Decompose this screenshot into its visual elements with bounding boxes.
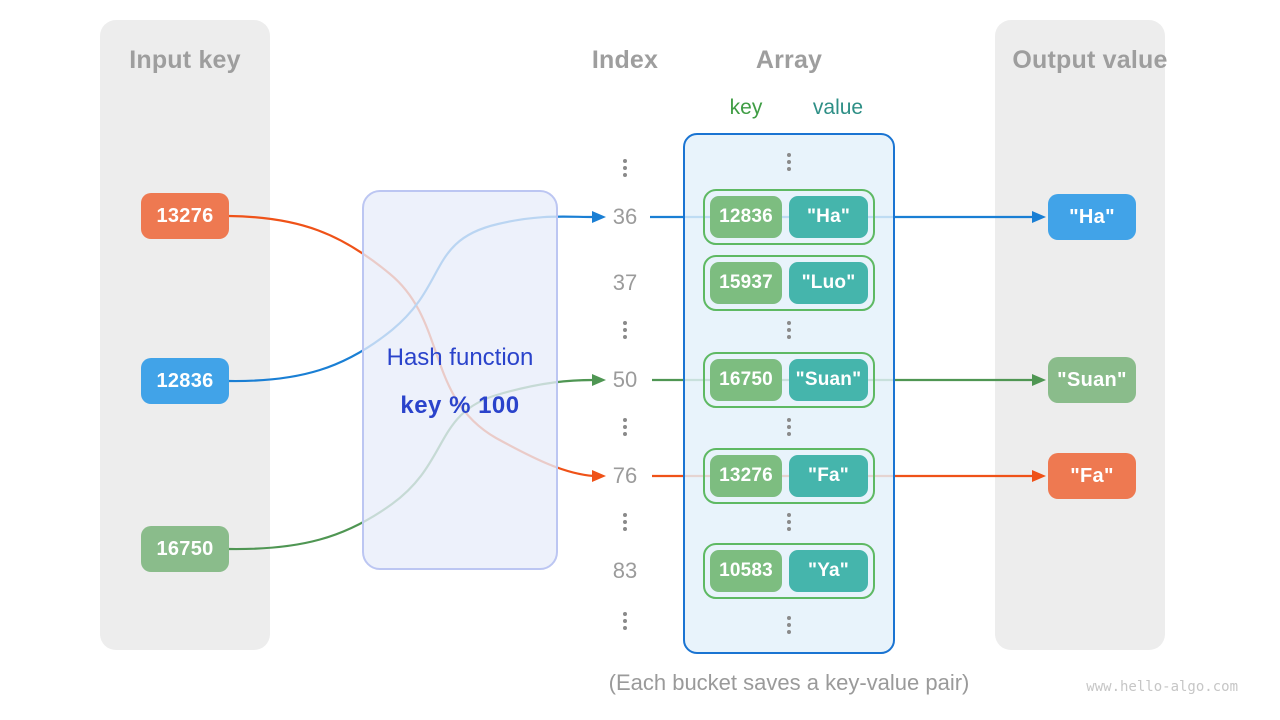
vertical-ellipsis-icon	[623, 328, 627, 332]
pair-key: 12836	[710, 196, 782, 238]
input-panel-title: Input key	[129, 46, 241, 74]
vertical-ellipsis-icon	[787, 328, 791, 332]
array-key-header: key	[729, 96, 763, 119]
pair-key: 16750	[710, 359, 782, 401]
pair-value: "Luo"	[789, 262, 868, 304]
output-value-ha: "Ha"	[1048, 194, 1136, 240]
output-value-fa: "Fa"	[1048, 453, 1136, 499]
bucket-pair-10583-ya: 10583 "Ya"	[703, 543, 875, 599]
array-value-header: value	[812, 96, 864, 119]
hash-function-label: Hash function	[386, 344, 534, 371]
hash-formula-label: key % 100	[400, 392, 520, 419]
pair-key: 10583	[710, 550, 782, 592]
bucket-pair-16750-suan: 16750 "Suan"	[703, 352, 875, 408]
hash-function-box	[362, 190, 558, 570]
bucket-pair-15937-luo: 15937 "Luo"	[703, 255, 875, 311]
pair-value: "Ya"	[789, 550, 868, 592]
vertical-ellipsis-icon	[623, 166, 627, 170]
index-value-76: 76	[612, 463, 638, 488]
vertical-ellipsis-icon	[623, 619, 627, 623]
input-key-12836: 12836	[141, 358, 229, 404]
vertical-ellipsis-icon	[623, 425, 627, 429]
pair-value: "Suan"	[789, 359, 868, 401]
index-value-50: 50	[612, 367, 638, 392]
pair-value: "Fa"	[789, 455, 868, 497]
watermark: www.hello-algo.com	[1086, 679, 1238, 695]
pair-key: 13276	[710, 455, 782, 497]
array-column-title: Array	[755, 46, 823, 74]
index-value-83: 83	[612, 558, 638, 583]
output-panel-title: Output value	[1012, 46, 1168, 74]
input-key-13276: 13276	[141, 193, 229, 239]
index-value-37: 37	[612, 270, 638, 295]
index-column-title: Index	[591, 46, 659, 74]
bucket-pair-13276-fa: 13276 "Fa"	[703, 448, 875, 504]
pair-value: "Ha"	[789, 196, 868, 238]
index-value-36: 36	[612, 204, 638, 229]
bucket-pair-12836-ha: 12836 "Ha"	[703, 189, 875, 245]
output-value-suan: "Suan"	[1048, 357, 1136, 403]
vertical-ellipsis-icon	[787, 623, 791, 627]
caption: (Each bucket saves a key-value pair)	[608, 670, 970, 695]
vertical-ellipsis-icon	[623, 520, 627, 524]
output-value-panel	[995, 20, 1165, 650]
vertical-ellipsis-icon	[787, 520, 791, 524]
vertical-ellipsis-icon	[787, 425, 791, 429]
pair-key: 15937	[710, 262, 782, 304]
vertical-ellipsis-icon	[787, 160, 791, 164]
input-key-16750: 16750	[141, 526, 229, 572]
